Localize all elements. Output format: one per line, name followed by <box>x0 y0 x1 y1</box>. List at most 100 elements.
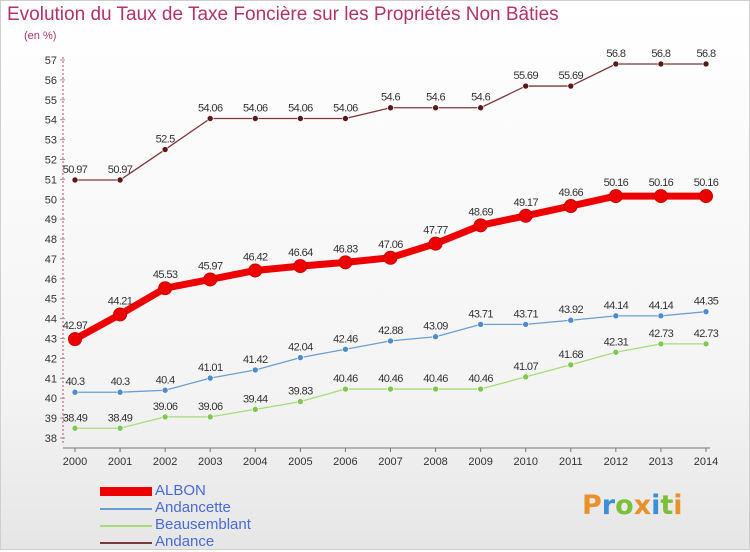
data-point <box>116 176 124 184</box>
logo-letter: o <box>615 490 634 521</box>
data-point <box>297 398 304 405</box>
data-label: 54.6 <box>381 92 400 104</box>
data-label: 40.46 <box>468 373 493 385</box>
data-label: 42.97 <box>63 320 88 332</box>
data-label: 38.49 <box>108 412 133 424</box>
data-point <box>522 82 530 90</box>
x-tick-label: 2008 <box>423 456 447 468</box>
data-point <box>432 104 439 112</box>
data-point <box>612 60 620 68</box>
data-label: 40.46 <box>378 373 403 385</box>
series-layer <box>68 60 713 432</box>
data-point <box>477 321 484 328</box>
data-label: 41.01 <box>198 362 223 374</box>
data-point <box>387 337 394 345</box>
data-label: 44.14 <box>604 300 629 312</box>
data-point <box>522 321 530 328</box>
data-point <box>338 255 353 270</box>
data-point <box>567 316 575 324</box>
chart-title: Evolution du Taux de Taxe Foncière sur l… <box>7 4 559 25</box>
data-label: 42.31 <box>604 336 629 348</box>
data-label: 56.8 <box>696 48 715 60</box>
legend-swatch <box>100 508 152 510</box>
data-label: 40.3 <box>65 376 84 388</box>
y-tick-label: 53 <box>45 135 57 147</box>
proxiti-logo: Proxiti <box>582 490 683 521</box>
data-point <box>206 374 214 382</box>
data-label: 40.46 <box>423 373 448 385</box>
data-label: 39.06 <box>198 401 223 413</box>
legend-swatch <box>100 525 152 527</box>
logo-letter: r <box>601 490 616 521</box>
data-label: 54.06 <box>198 102 223 114</box>
data-point <box>161 386 169 394</box>
data-label: 40.4 <box>156 374 175 386</box>
data-label: 55.69 <box>513 70 538 82</box>
data-label: 46.64 <box>288 247 313 259</box>
data-label: 50.16 <box>604 177 629 189</box>
y-tick-label: 56 <box>45 75 57 87</box>
data-label: 43.92 <box>559 304 584 316</box>
data-label: 39.06 <box>153 401 178 413</box>
data-label: 54.06 <box>288 102 313 114</box>
data-point <box>158 281 173 296</box>
data-point <box>653 189 668 204</box>
data-label: 42.04 <box>288 342 313 354</box>
data-label: 41.42 <box>243 354 268 366</box>
data-label: 39.83 <box>288 386 313 398</box>
y-tick-label: 57 <box>45 55 57 67</box>
data-point <box>71 176 79 184</box>
x-tick-label: 2006 <box>333 456 357 468</box>
data-label: 47.06 <box>378 239 403 251</box>
data-point <box>567 82 575 90</box>
y-tick-label: 52 <box>45 154 57 166</box>
data-point <box>68 332 82 347</box>
data-label: 41.68 <box>559 349 584 361</box>
data-label: 50.16 <box>694 177 719 189</box>
data-label: 42.46 <box>333 333 358 345</box>
data-label: 41.07 <box>513 361 538 373</box>
data-point <box>383 250 398 265</box>
data-point <box>657 340 665 348</box>
data-point <box>387 385 394 393</box>
data-label: 43.71 <box>513 308 538 320</box>
y-tick-label: 45 <box>45 294 57 306</box>
x-tick-label: 2007 <box>378 456 402 468</box>
data-point <box>248 263 263 278</box>
data-point <box>71 424 79 432</box>
x-tick-label: 2005 <box>288 456 312 468</box>
data-point <box>251 366 259 374</box>
data-label: 52.5 <box>156 134 175 146</box>
y-tick-label: 49 <box>45 214 57 226</box>
y-tick-label: 39 <box>45 413 57 425</box>
data-point <box>297 115 304 122</box>
x-tick-label: 2014 <box>694 456 718 468</box>
data-label: 43.09 <box>423 321 448 333</box>
data-label: 44.14 <box>649 300 674 312</box>
data-point <box>342 345 349 353</box>
logo-letter: i <box>651 490 661 521</box>
data-point <box>342 385 349 393</box>
data-point <box>206 115 214 122</box>
data-label: 54.06 <box>243 102 268 114</box>
x-tick-label: 2013 <box>649 456 673 468</box>
data-point <box>113 307 128 322</box>
data-label: 40.3 <box>111 376 130 388</box>
y-tick-label: 47 <box>45 254 57 266</box>
logo-letter: t <box>660 490 674 521</box>
data-point <box>657 60 665 68</box>
data-labels: 50.97 50.97 52.5 54.06 54.06 54.06 54.06 54.6 54… <box>63 48 720 424</box>
y-tick-label: 38 <box>45 433 57 445</box>
data-point <box>699 189 713 204</box>
axes: 38 39 40 41 42 43 44 45 46 47 48 49 50 51 52 53 54 55 56 57… <box>45 55 718 468</box>
data-point <box>702 308 710 315</box>
data-point <box>387 104 394 112</box>
data-point <box>473 218 488 233</box>
legend-label: Andance <box>155 533 215 550</box>
series-andance <box>71 60 710 184</box>
data-point <box>71 388 79 396</box>
data-label: 46.42 <box>243 251 268 263</box>
data-label: 46.83 <box>333 243 358 255</box>
